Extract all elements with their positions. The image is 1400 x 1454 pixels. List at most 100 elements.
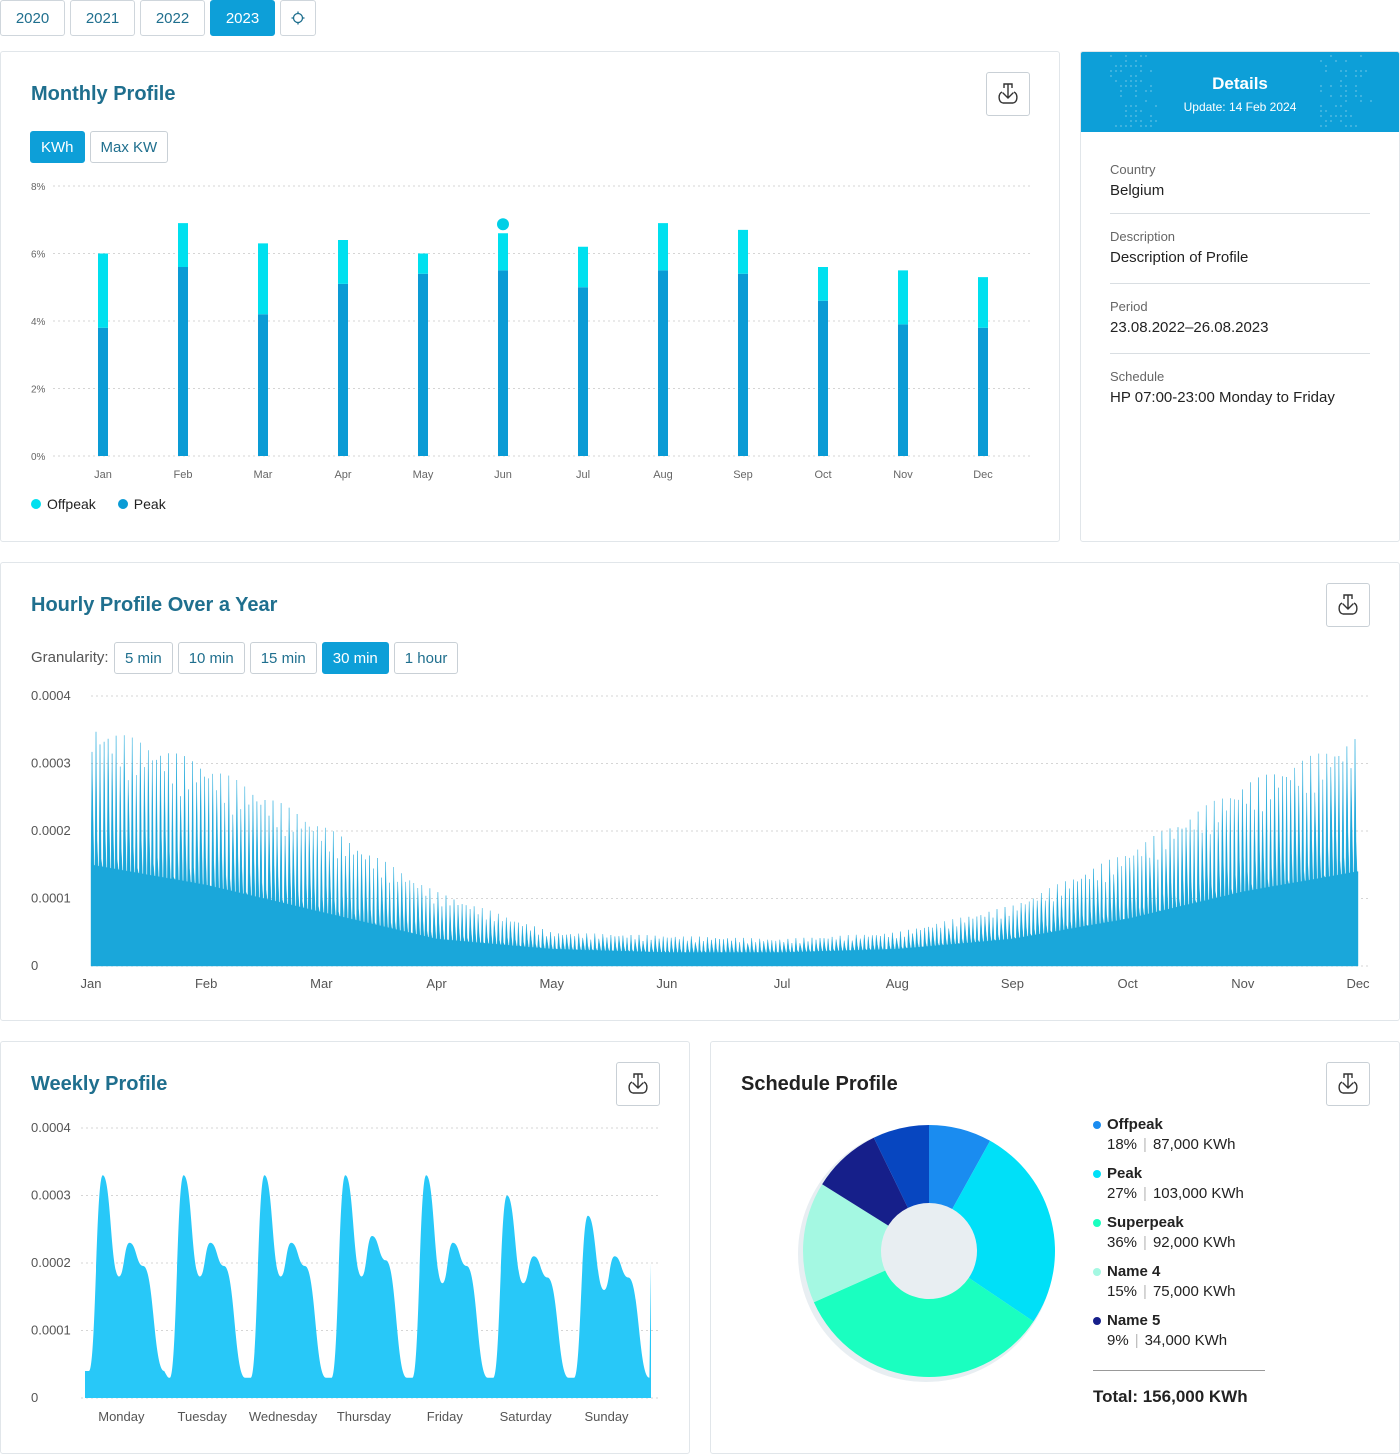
y-tick-label: 0.0003 <box>31 756 71 771</box>
target-icon <box>291 11 305 25</box>
add-year-button[interactable] <box>280 0 316 36</box>
detail-schedule: Schedule HP 07:00-23:00 Monday to Friday <box>1110 369 1370 406</box>
details-header: Details Update: 14 Feb 2024 <box>1081 52 1399 132</box>
x-tick-label: Wednesday <box>249 1409 318 1424</box>
bar-offpeak <box>498 233 508 270</box>
bar-peak <box>978 328 988 456</box>
x-tick-label: Sep <box>1001 976 1024 991</box>
granularity-5min[interactable]: 5 min <box>114 642 173 674</box>
schedule-profile-title: Schedule Profile <box>741 1073 898 1096</box>
x-tick-label: Oct <box>1118 976 1139 991</box>
x-tick-label: Aug <box>653 469 673 481</box>
legend-value: 92,000 KWh <box>1153 1234 1236 1251</box>
legend-dot <box>1093 1121 1101 1129</box>
detail-value: 23.08.2022–26.08.2023 <box>1110 319 1370 336</box>
y-tick-label: 0.0004 <box>31 688 71 703</box>
year-tab-2022[interactable]: 2022 <box>140 0 205 36</box>
bar-offpeak <box>338 240 348 284</box>
x-tick-label: Oct <box>814 469 831 481</box>
year-tab-2021[interactable]: 2021 <box>70 0 135 36</box>
x-tick-label: Apr <box>334 469 351 481</box>
y-tick-label: 0.0003 <box>31 1188 71 1203</box>
monthly-profile-card: Monthly Profile KWh Max KW 0% 2% 4% 6% 8% Jan… <box>0 51 1060 542</box>
y-tick-label: 0.0001 <box>31 1323 71 1338</box>
legend-item-name4: Name 4 15% | 75,000 KWh <box>1093 1263 1244 1300</box>
monthly-download-button[interactable] <box>986 72 1030 116</box>
bar-peak <box>338 284 348 456</box>
legend-value: 87,000 KWh <box>1153 1136 1236 1153</box>
hourly-area <box>91 732 1358 966</box>
legend-name: Peak <box>1107 1165 1142 1182</box>
x-tick-label: Monday <box>98 1409 145 1424</box>
detail-label: Period <box>1110 299 1370 314</box>
y-tick-label: 0.0002 <box>31 1255 71 1270</box>
x-tick-label: May <box>539 976 564 991</box>
schedule-legend: Offpeak 18% | 87,000 KWh Peak 27% | 103,000 … <box>1093 1116 1244 1361</box>
x-tick-label: Jun <box>656 976 677 991</box>
y-tick-label: 0.0001 <box>31 891 71 906</box>
y-tick-label: 0 <box>31 1390 38 1405</box>
year-tabs: 2020 2021 2022 2023 <box>0 0 316 36</box>
legend-label-offpeak: Offpeak <box>47 496 96 512</box>
y-tick-label: 0.0004 <box>31 1120 71 1135</box>
schedule-total: Total: 156,000 KWh <box>1093 1387 1248 1407</box>
monthly-bar-chart: 0% 2% 4% 6% 8% Jan Feb Mar Apr May Jun Jul Aug Sep Oct… <box>1 174 1041 484</box>
granularity-10min[interactable]: 10 min <box>178 642 245 674</box>
download-icon <box>627 1072 649 1096</box>
year-tab-2023[interactable]: 2023 <box>210 0 275 36</box>
x-tick-label: Mar <box>310 976 333 991</box>
y-tick-label: 6% <box>31 250 46 261</box>
legend-name: Superpeak <box>1107 1214 1184 1231</box>
legend-name: Name 5 <box>1107 1312 1160 1329</box>
legend-item-peak: Peak 27% | 103,000 KWh <box>1093 1165 1244 1202</box>
bar-offpeak <box>578 247 588 288</box>
bar-peak <box>258 314 268 456</box>
y-tick-label: 8% <box>31 182 46 193</box>
total-divider <box>1093 1370 1265 1371</box>
granularity-30min[interactable]: 30 min <box>322 642 389 674</box>
bar-peak <box>658 270 668 456</box>
legend-value: 34,000 KWh <box>1145 1332 1228 1349</box>
y-tick-label: 2% <box>31 385 46 396</box>
detail-description: Description Description of Profile <box>1110 229 1370 266</box>
legend-dot-offpeak <box>31 499 41 509</box>
legend-name: Offpeak <box>1107 1116 1163 1133</box>
detail-label: Country <box>1110 162 1370 177</box>
bar-offpeak <box>738 230 748 274</box>
legend-label-peak: Peak <box>134 496 166 512</box>
x-tick-label: Jul <box>576 469 590 481</box>
weekly-download-button[interactable] <box>616 1062 660 1106</box>
hourly-area-chart: 00.00010.00020.00030.0004Jan Feb Mar Apr May… <box>1 683 1399 993</box>
x-tick-label: Dec <box>1346 976 1370 991</box>
year-tab-2020[interactable]: 2020 <box>0 0 65 36</box>
granularity-1hour[interactable]: 1 hour <box>394 642 459 674</box>
monthly-unit-toggle: KWh Max KW <box>30 131 168 163</box>
schedule-download-button[interactable] <box>1326 1062 1370 1106</box>
legend-pct: 18% <box>1107 1136 1137 1153</box>
bar-peak <box>178 267 188 456</box>
legend-item-offpeak: Offpeak <box>31 496 96 512</box>
legend-pct: 36% <box>1107 1234 1137 1251</box>
details-title: Details <box>1081 74 1399 94</box>
granularity-15min[interactable]: 15 min <box>250 642 317 674</box>
detail-period: Period 23.08.2022–26.08.2023 <box>1110 299 1370 336</box>
divider <box>1110 213 1370 214</box>
download-icon <box>1337 593 1359 617</box>
bar-peak <box>98 328 108 456</box>
bar-offpeak <box>98 254 108 328</box>
monthly-profile-title: Monthly Profile <box>31 83 175 106</box>
x-tick-label: Tuesday <box>178 1409 228 1424</box>
bar-peak <box>578 287 588 456</box>
legend-item-name5: Name 5 9% | 34,000 KWh <box>1093 1312 1244 1349</box>
toggle-kwh[interactable]: KWh <box>30 131 85 163</box>
toggle-max-kw[interactable]: Max KW <box>90 131 169 163</box>
hourly-profile-title: Hourly Profile Over a Year <box>31 594 277 617</box>
hourly-download-button[interactable] <box>1326 583 1370 627</box>
x-tick-label: Jun <box>494 469 512 481</box>
x-tick-label: Feb <box>195 976 217 991</box>
highlight-dot <box>497 218 509 230</box>
details-card: Details Update: 14 Feb 2024 Country Belg… <box>1080 51 1400 542</box>
bar-offpeak <box>178 223 188 267</box>
x-tick-label: Nov <box>1231 976 1255 991</box>
bar-peak <box>898 324 908 456</box>
